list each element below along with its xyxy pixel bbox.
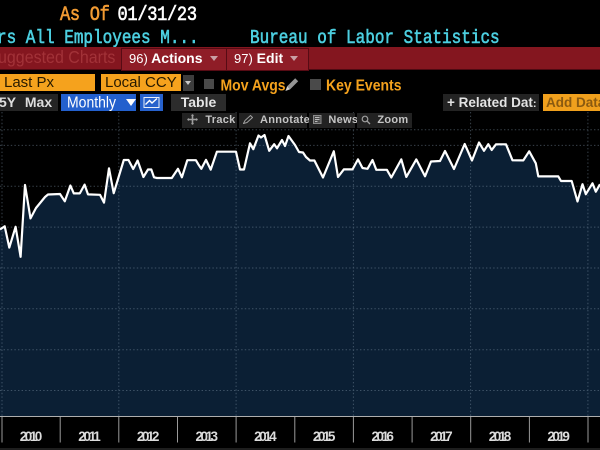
svg-text:2017: 2017 bbox=[430, 429, 453, 444]
svg-text:2019: 2019 bbox=[547, 429, 570, 444]
svg-text:2016: 2016 bbox=[371, 429, 394, 444]
svg-text:2013: 2013 bbox=[196, 429, 219, 444]
svg-text:2014: 2014 bbox=[254, 429, 277, 444]
svg-text:2011: 2011 bbox=[78, 429, 101, 444]
svg-text:2015: 2015 bbox=[313, 429, 336, 444]
svg-text:2018: 2018 bbox=[489, 429, 512, 444]
svg-text:2012: 2012 bbox=[137, 429, 160, 444]
svg-text:2010: 2010 bbox=[20, 429, 43, 444]
